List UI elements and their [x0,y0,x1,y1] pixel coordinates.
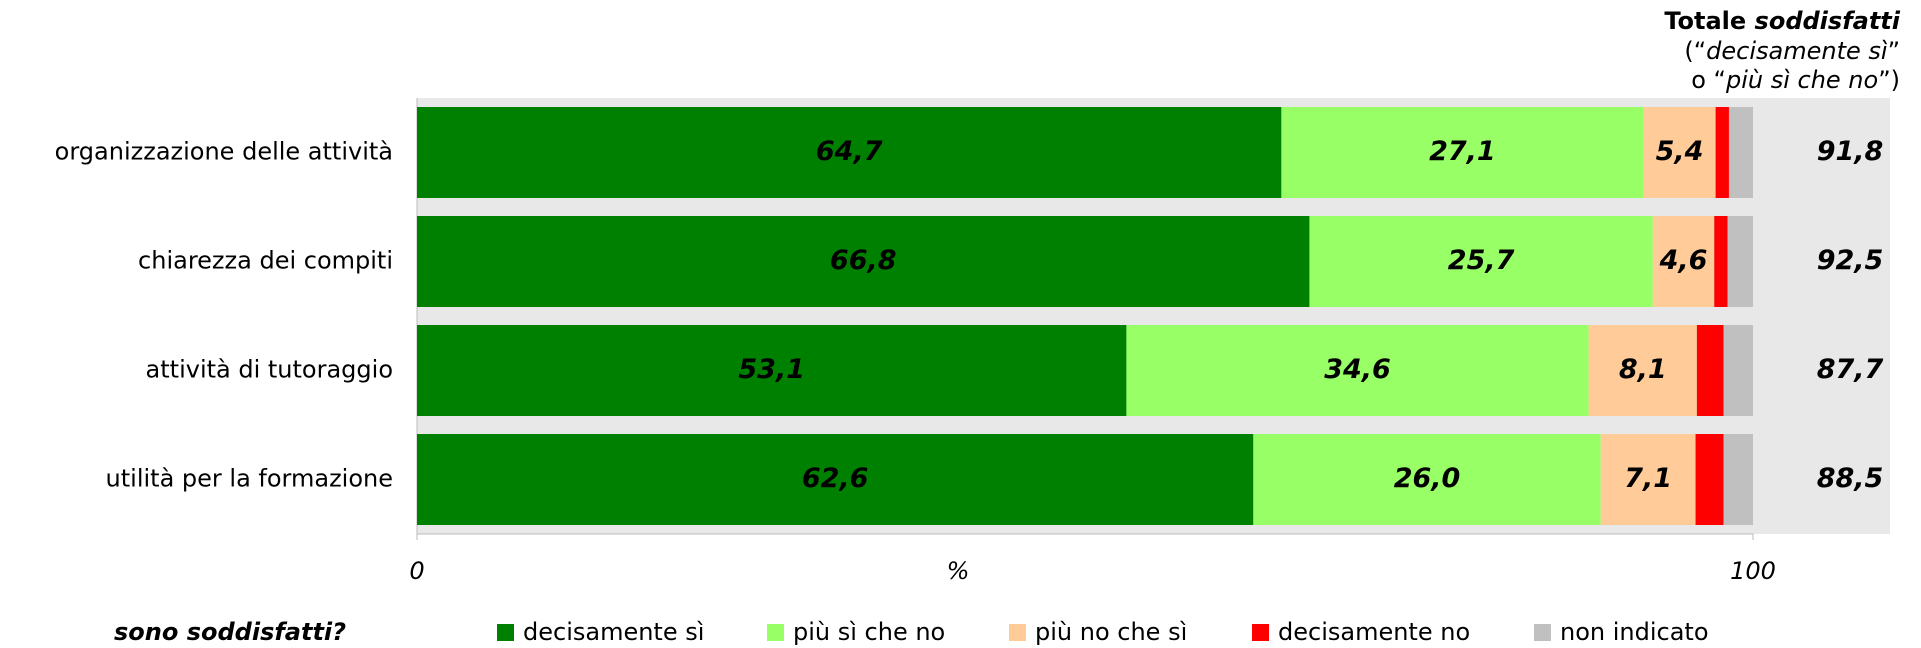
bar-segment [1281,107,1644,198]
bar-segment [417,325,1127,416]
legend-swatch [1252,624,1269,641]
bar-segment [1723,325,1753,416]
bar-segment [1126,325,1589,416]
bar-segment [1695,434,1724,525]
bar-segment [417,107,1282,198]
totals-note: (“decisamente sì” [1684,37,1900,65]
bar-segment [417,434,1254,525]
total-label: 87,7 [1817,354,1884,385]
totals-header-part: Totale [1664,7,1746,35]
data-label: 27,1 [1429,136,1496,167]
legend-label: non indicato [1560,618,1709,646]
legend-swatch [1534,624,1551,641]
data-label: 66,8 [830,245,897,276]
total-label: 91,8 [1817,136,1884,167]
bar-segment [1728,107,1753,198]
total-label: 88,5 [1817,463,1884,494]
y-tick-label: chiarezza dei compiti [138,247,393,275]
data-label: 53,1 [738,354,805,385]
bar-segment [1600,434,1696,525]
totals-note-part: ”) [1878,66,1900,94]
legend-swatch [497,624,514,641]
data-label: 62,6 [802,463,869,494]
data-label: 7,1 [1624,463,1672,494]
y-tick-label: utilità per la formazione [106,465,393,493]
legend-title: sono soddisfatti? [114,618,346,646]
data-label: 25,7 [1448,245,1515,276]
legend-label: decisamente sì [523,618,704,646]
legend-swatch [767,624,784,641]
bar-segment [1715,107,1729,198]
legend-swatch [1009,624,1026,641]
totals-note: o “più sì che no”) [1691,66,1900,94]
legend-label: decisamente no [1278,618,1470,646]
legend-label: più no che sì [1035,618,1187,646]
data-label: 34,6 [1324,354,1391,385]
total-label: 92,5 [1817,245,1884,276]
bar-segment [417,216,1310,307]
totals-note-part: o “ [1691,66,1726,94]
legend-label: più sì che no [793,618,945,646]
data-label: 8,1 [1619,354,1667,385]
totals-header: Totale soddisfatti [1664,7,1900,35]
data-label: 26,0 [1394,463,1461,494]
x-axis-label: % [947,557,970,585]
totals-note-part: decisamente sì [1706,37,1888,65]
totals-header-part: soddisfatti [1755,7,1901,35]
bar-segment [1309,216,1653,307]
x-tick-label: 100 [1730,557,1776,585]
totals-note-part: (“ [1684,37,1706,65]
bar-segment [1727,216,1753,307]
bar-segment [1652,216,1715,307]
data-label: 4,6 [1659,245,1708,276]
bar-segment [1588,325,1697,416]
data-label: 5,4 [1656,136,1704,167]
y-tick-label: attività di tutoraggio [146,356,393,384]
bar-segment [1714,216,1728,307]
bar-segment [1643,107,1716,198]
data-label: 64,7 [816,136,883,167]
bar-segment [1696,325,1724,416]
bar-segment [1253,434,1601,525]
totals-note-part: più sì che no [1725,66,1878,94]
bar-segment [1723,434,1753,525]
x-tick-label: 0 [409,557,424,585]
y-tick-label: organizzazione delle attività [55,138,393,166]
totals-note-part: ” [1888,37,1900,65]
